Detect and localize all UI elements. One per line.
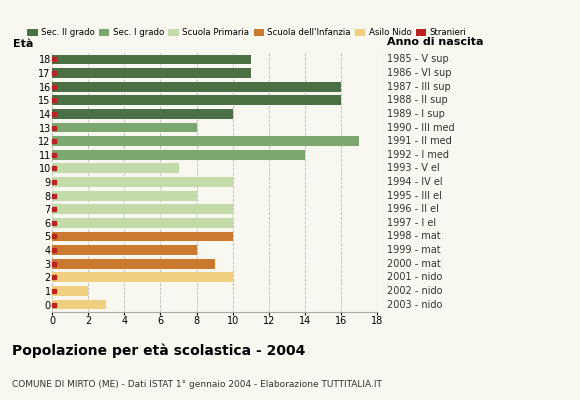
Bar <box>52 96 341 105</box>
Bar <box>52 68 251 78</box>
Bar <box>52 82 341 92</box>
Text: 1989 - I sup: 1989 - I sup <box>387 109 444 119</box>
Text: COMUNE DI MIRTO (ME) - Dati ISTAT 1° gennaio 2004 - Elaborazione TUTTITALIA.IT: COMUNE DI MIRTO (ME) - Dati ISTAT 1° gen… <box>12 380 382 389</box>
Text: 2002 - nido: 2002 - nido <box>387 286 442 296</box>
Text: Età: Età <box>13 39 34 49</box>
Text: 1999 - mat: 1999 - mat <box>387 245 440 255</box>
Bar <box>52 109 233 119</box>
Bar <box>52 54 251 64</box>
Text: 1986 - VI sup: 1986 - VI sup <box>387 68 451 78</box>
Text: 1990 - III med: 1990 - III med <box>387 122 454 132</box>
Text: 1997 - I el: 1997 - I el <box>387 218 436 228</box>
Bar <box>52 259 215 268</box>
Text: 1998 - mat: 1998 - mat <box>387 232 440 242</box>
Bar <box>52 123 197 132</box>
Bar <box>52 218 233 228</box>
Text: 2000 - mat: 2000 - mat <box>387 259 440 269</box>
Bar <box>52 286 88 296</box>
Text: 1985 - V sup: 1985 - V sup <box>387 54 448 64</box>
Text: 2003 - nido: 2003 - nido <box>387 300 442 310</box>
Bar <box>52 136 359 146</box>
Text: 1995 - III el: 1995 - III el <box>387 191 441 201</box>
Text: 1996 - II el: 1996 - II el <box>387 204 438 214</box>
Text: Popolazione per età scolastica - 2004: Popolazione per età scolastica - 2004 <box>12 344 305 358</box>
Bar <box>52 300 106 310</box>
Bar <box>52 191 197 200</box>
Text: 2001 - nido: 2001 - nido <box>387 272 442 282</box>
Bar <box>52 164 179 173</box>
Text: 1993 - V el: 1993 - V el <box>387 163 440 173</box>
Text: Anno di nascita: Anno di nascita <box>387 37 483 47</box>
Bar <box>52 232 233 241</box>
Bar <box>52 150 305 160</box>
Bar <box>52 272 233 282</box>
Text: 1991 - II med: 1991 - II med <box>387 136 451 146</box>
Bar <box>52 177 233 187</box>
Text: 1994 - IV el: 1994 - IV el <box>387 177 443 187</box>
Text: 1987 - III sup: 1987 - III sup <box>387 82 451 92</box>
Text: 1992 - I med: 1992 - I med <box>387 150 448 160</box>
Text: 1988 - II sup: 1988 - II sup <box>387 95 447 105</box>
Bar <box>52 204 233 214</box>
Legend: Sec. II grado, Sec. I grado, Scuola Primaria, Scuola dell'Infanzia, Asilo Nido, : Sec. II grado, Sec. I grado, Scuola Prim… <box>27 28 466 37</box>
Bar <box>52 245 197 255</box>
